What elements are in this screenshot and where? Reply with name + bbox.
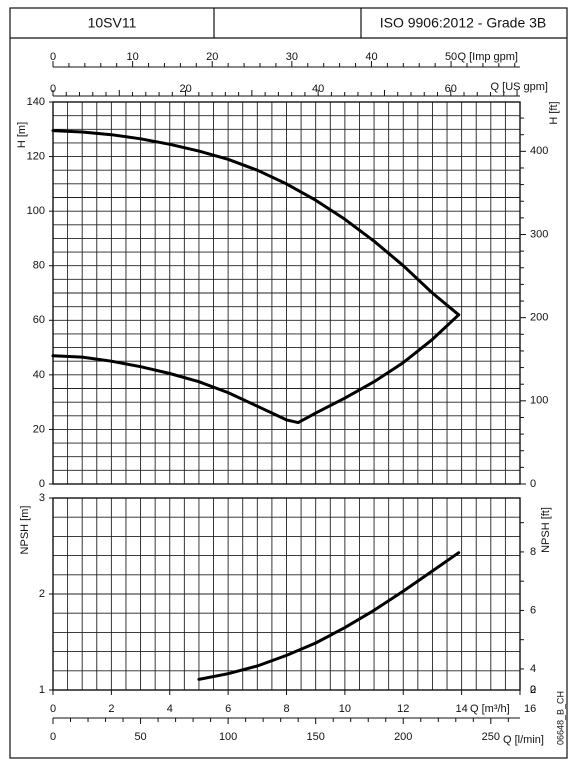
head-y-tick-label: 20: [33, 423, 45, 435]
head-plot-frame: [52, 101, 521, 485]
flow-lmin-tick-label: 0: [50, 731, 56, 743]
flow-m3h-tick-label: 0: [50, 703, 56, 715]
imp-gpm-tick-label: 20: [206, 51, 218, 63]
head-y-tick-label: 120: [27, 150, 45, 162]
flow-m3h-tick-label: 10: [339, 703, 351, 715]
imp-gpm-tick-label: 40: [365, 51, 377, 63]
us-gpm-axis-label: Q [US gpm]: [491, 81, 548, 93]
model-title: 10SV11: [88, 15, 137, 31]
flow-m3h-axis-label: Q [m³/h]: [470, 703, 510, 715]
npsh-y-tick-label: 1: [39, 684, 45, 696]
flow-m3h-tick-label: 6: [225, 703, 231, 715]
head-ft-tick-label: 100: [530, 395, 548, 407]
head-y-tick-label: 100: [27, 205, 45, 217]
us-gpm-tick-label: 60: [445, 83, 457, 95]
flow-lmin-tick-label: 100: [219, 731, 237, 743]
flow-m3h-tick-label: 4: [167, 703, 173, 715]
npsh-ft-axis-label: NPSH [ft]: [540, 507, 552, 553]
npsh-y-tick-label: 2: [39, 588, 45, 600]
outer-frame: [9, 7, 568, 759]
flow-lmin-tick-label: 250: [482, 731, 500, 743]
npsh-y-axis-label: NPSH [m]: [19, 506, 31, 555]
us-gpm-tick-label: 20: [179, 83, 191, 95]
head-y-tick-label: 0: [39, 478, 45, 490]
flow-m3h-tick-label: 2: [108, 703, 114, 715]
head-y-tick-label: 40: [33, 369, 45, 381]
flow-lmin-tick-label: 150: [307, 731, 325, 743]
head-y-tick-label: 80: [33, 260, 45, 272]
imp-gpm-tick-label: 50: [445, 51, 457, 63]
flow-m3h-tick-label: 16: [524, 703, 536, 715]
npsh-ft-tick-label: 6: [530, 604, 536, 616]
npsh-curve: [197, 551, 461, 681]
us-gpm-tick-label: 0: [50, 83, 56, 95]
head-ft-tick-label: 300: [530, 228, 548, 240]
npsh-ft-tick-label: 2: [530, 684, 536, 696]
imp-gpm-tick-label: 0: [50, 51, 56, 63]
head-ft-axis-label: H [ft]: [548, 101, 560, 124]
npsh-ft-tick-label: 4: [530, 663, 536, 675]
us-gpm-tick-label: 40: [312, 83, 324, 95]
head-y-tick-label: 60: [33, 314, 45, 326]
npsh-y-tick-label: 3: [39, 492, 45, 504]
flow-m3h-tick-label: 14: [456, 703, 468, 715]
imp-gpm-tick-label: 10: [126, 51, 138, 63]
imp-gpm-axis-label: Q [Imp gpm]: [457, 51, 518, 63]
flow-m3h-tick-label: 8: [283, 703, 289, 715]
npsh-ft-tick-label: 8: [530, 546, 536, 558]
flow-m3h-tick-label: 12: [397, 703, 409, 715]
head-ft-tick-label: 400: [530, 145, 548, 157]
npsh-ft-tick-label: 0: [530, 684, 536, 696]
head-curve-max: [51, 129, 461, 317]
head-ft-tick-label: 0: [530, 478, 536, 490]
head-y-tick-label: 140: [27, 96, 45, 108]
chart-code-label: 06648_B_CH: [555, 691, 565, 745]
flow-lmin-tick-label: 50: [134, 731, 146, 743]
head-ft-tick-label: 200: [530, 312, 548, 324]
standard-title: ISO 9906:2012 - Grade 3B: [380, 15, 547, 31]
flow-lmin-tick-label: 200: [394, 731, 412, 743]
flow-lmin-axis-label: Q [l/min]: [503, 734, 544, 746]
imp-gpm-tick-label: 30: [286, 51, 298, 63]
head-y-axis-label: H [m]: [16, 122, 28, 148]
head-curve-min: [51, 313, 461, 425]
